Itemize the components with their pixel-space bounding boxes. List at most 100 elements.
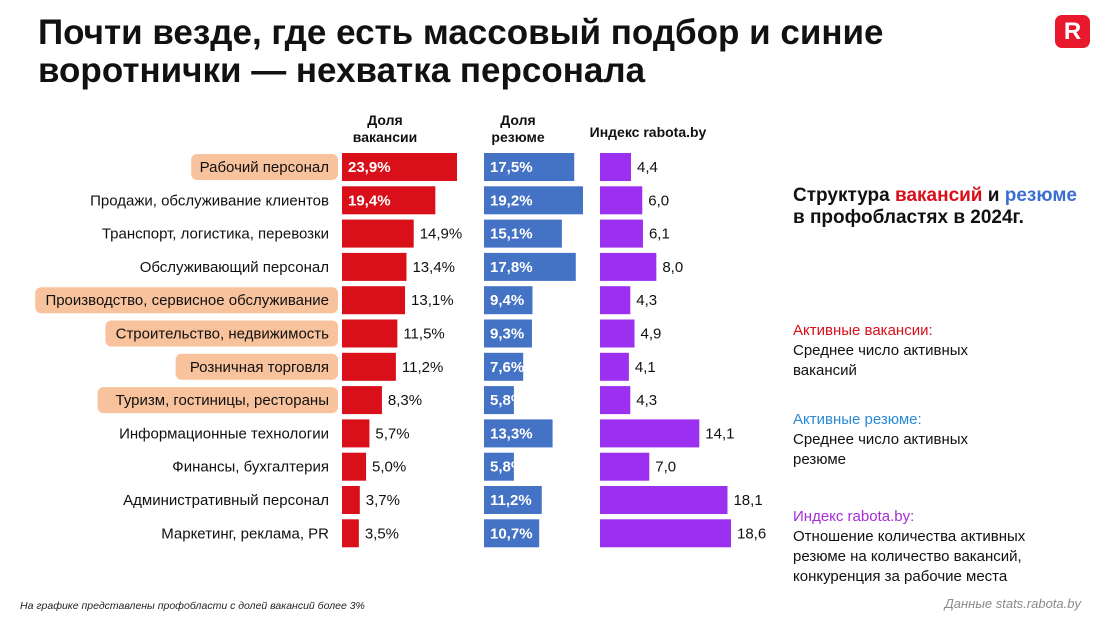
index-bar (600, 219, 643, 248)
index-value-label: 8,0 (662, 259, 683, 276)
vacancy-bar (342, 386, 382, 415)
index-value-label: 6,0 (648, 192, 669, 209)
resume-value-label: 9,3% (490, 326, 524, 343)
legend-vacancies: Активные вакансии: Среднее число активны… (793, 321, 1093, 381)
resume-bar (484, 519, 540, 548)
legend-resumes-text: Среднее число активных резюме (793, 431, 969, 468)
vacancy-bar (342, 252, 407, 281)
resume-value-label: 5,8% (490, 459, 524, 476)
index-bar (600, 519, 731, 548)
vacancy-value-label: 8,3% (388, 392, 422, 409)
index-bar (600, 286, 631, 315)
vacancy-value-label: 11,2% (402, 359, 443, 376)
resume-bar (484, 319, 532, 348)
vacancy-value-label: 3,7% (366, 492, 400, 509)
category-label: Обслуживающий персонал (140, 259, 329, 276)
page-title: Почти везде, где есть массовый подбор и … (38, 13, 884, 90)
index-bar (600, 186, 643, 215)
index-value-label: 7,0 (655, 459, 676, 476)
legend-title-vacancies: вакансий (895, 185, 983, 206)
resume-bar (484, 352, 524, 381)
vacancy-value-label: 3,5% (365, 525, 399, 542)
index-bar (600, 386, 631, 415)
index-bar (600, 153, 631, 181)
index-bar (600, 352, 629, 381)
category-highlight (191, 154, 338, 180)
column-header-index: Индекс rabota.by (589, 124, 707, 140)
legend-title-resumes: резюме (1004, 185, 1077, 206)
vacancy-bar (342, 219, 414, 248)
resume-bar (484, 452, 514, 481)
category-label: Маркетинг, реклама, PR (161, 525, 329, 542)
resume-value-label: 19,2% (490, 192, 533, 209)
index-value-label: 4,4 (637, 159, 658, 176)
vacancy-value-label: 14,9% (420, 226, 463, 243)
index-bar (600, 452, 650, 481)
column-header-vacancies: Доля вакансии (352, 112, 418, 145)
category-highlight (35, 287, 338, 314)
resume-bar (484, 186, 583, 215)
resume-bar (484, 386, 514, 415)
vacancy-bar (342, 352, 396, 381)
vacancy-value-label: 5,7% (375, 425, 409, 442)
index-value-label: 4,3 (636, 392, 657, 409)
resume-bar (484, 286, 533, 315)
category-label: Розничная торговля (190, 359, 329, 376)
vacancy-bar (342, 519, 359, 548)
vacancy-value-label: 13,1% (411, 292, 454, 309)
index-value-label: 4,3 (636, 292, 657, 309)
category-label: Продажи, обслуживание клиентов (90, 192, 329, 209)
index-bar (600, 419, 700, 448)
index-bar (600, 486, 728, 514)
resume-value-label: 7,6% (490, 359, 524, 376)
vacancy-bar (342, 186, 436, 215)
legend-title: Структура вакансий и резюме в профобласт… (793, 185, 1093, 229)
index-value-label: 14,1 (705, 425, 734, 442)
vacancy-value-label: 13,4% (412, 259, 455, 276)
category-label: Туризм, гостиницы, рестораны (116, 392, 329, 409)
legend-vacancies-heading: Активные вакансии: (793, 322, 933, 339)
resume-value-label: 13,3% (490, 425, 533, 442)
legend-title-text-2: и (982, 185, 1005, 206)
index-bar (600, 252, 657, 281)
vacancy-value-label: 19,4% (348, 192, 391, 209)
resume-bar (484, 252, 576, 281)
resume-value-label: 10,7% (490, 525, 533, 542)
category-highlight (105, 320, 339, 347)
legend-title-text-1: Структура (793, 185, 896, 206)
vacancy-bar (342, 419, 370, 448)
source-note: Данные stats.rabota.by (944, 596, 1081, 611)
index-value-label: 18,1 (733, 492, 762, 509)
vacancy-value-label: 11,5% (403, 326, 444, 343)
resume-bar (484, 153, 575, 181)
index-value-label: 4,9 (641, 326, 662, 343)
vacancy-bar (342, 153, 457, 181)
resume-value-label: 15,1% (490, 226, 533, 243)
legend-index: Индекс rabota.by: Отношение количества а… (793, 507, 1093, 587)
resume-value-label: 9,4% (490, 292, 524, 309)
vacancy-bar (342, 486, 360, 514)
category-label: Информационные технологии (119, 425, 329, 442)
category-highlight (97, 387, 338, 414)
column-header-resumes: Доля резюме (491, 112, 545, 145)
legend-resumes-heading: Активные резюме: (793, 411, 922, 428)
resume-bar (484, 419, 553, 448)
category-label: Рабочий персонал (200, 159, 329, 176)
legend-index-heading: Индекс rabota.by: (793, 508, 915, 525)
vacancy-value-label: 23,9% (348, 159, 391, 176)
index-value-label: 4,1 (635, 359, 656, 376)
vacancy-value-label: 5,0% (372, 459, 406, 476)
vacancy-bar (342, 319, 398, 348)
category-highlight (175, 353, 338, 380)
index-value-label: 18,6 (737, 525, 766, 542)
resume-bar (484, 219, 562, 248)
category-label: Строительство, недвижимость (116, 326, 330, 343)
resume-value-label: 5,8% (490, 392, 524, 409)
vacancy-bar (342, 286, 406, 315)
index-bar (600, 319, 635, 348)
index-value-label: 6,1 (649, 226, 670, 243)
footnote: На графике представлены профобласти с до… (20, 600, 365, 612)
legend-title-text-3: в профобластях в 2024г. (793, 207, 1024, 228)
legend-vacancies-text: Среднее число активных вакансий (793, 342, 969, 379)
